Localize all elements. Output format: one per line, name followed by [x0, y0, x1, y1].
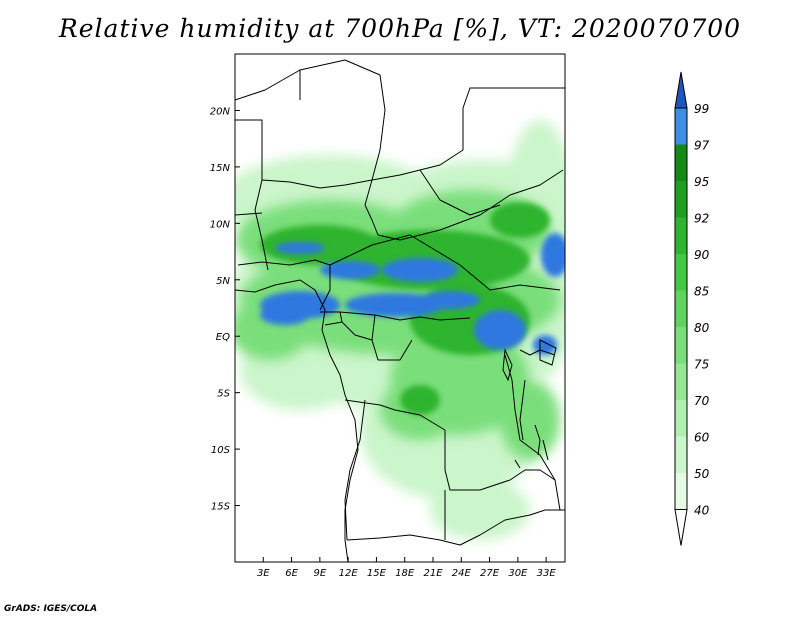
longitude-axis: 3E 6E 9E 12E 15E 18E 21E 24E 27E 30E 33E — [257, 557, 556, 579]
lakes — [502, 339, 557, 469]
grads-credit: GrADS: IGES/COLA — [4, 604, 98, 614]
lon-label: 24E — [452, 568, 472, 579]
colorbar-segment — [675, 108, 687, 145]
colorbar-segment — [675, 290, 687, 327]
lat-label: 15N — [210, 163, 231, 174]
colorbar-segment — [675, 436, 687, 473]
colorbar-segment — [675, 400, 687, 437]
lon-label: 33E — [537, 568, 557, 579]
colorbar-segment — [675, 181, 687, 218]
colorbar-label: 92 — [694, 212, 709, 226]
lon-label: 12E — [339, 568, 359, 579]
lat-label: 5N — [216, 276, 230, 287]
lon-label: 6E — [285, 568, 298, 579]
colorbar-label: 97 — [694, 139, 710, 153]
colorbar-segment — [675, 254, 687, 291]
humidity-field — [235, 120, 565, 540]
chart-title: Relative humidity at 700hPa [%], VT: 202… — [58, 14, 742, 43]
colorbar-label: 50 — [694, 467, 710, 481]
lat-label: 20N — [210, 106, 231, 117]
colorbar-label: 80 — [694, 321, 710, 335]
colorbar-label: 70 — [694, 394, 710, 408]
colorbar-label: 95 — [694, 175, 709, 189]
map-frame — [234, 53, 566, 563]
lon-label: 30E — [508, 568, 528, 579]
colorbar-label: 60 — [694, 431, 710, 445]
lat-label: 5S — [217, 389, 230, 400]
colorbar-over-triangle — [674, 71, 688, 109]
colorbar-outline — [674, 107, 688, 510]
colorbar-segment — [675, 363, 687, 400]
latitude-axis: 20N 15N 10N 5N EQ 5S 10S 15S — [210, 106, 240, 513]
colorbar-label: 99 — [694, 102, 709, 116]
lat-label: 15S — [211, 502, 231, 513]
colorbar-segment — [675, 327, 687, 364]
country-borders — [235, 59, 565, 546]
coastline — [235, 279, 359, 562]
humidity-saturated-zone — [260, 233, 565, 355]
colorbar-label: 85 — [694, 285, 709, 299]
lat-label: 10S — [211, 445, 231, 456]
lon-label: 9E — [314, 568, 327, 579]
colorbar: 40 50 60 70 75 80 85 90 92 95 97 99 — [674, 71, 710, 546]
lon-label: 21E — [423, 568, 443, 579]
colorbar-segment — [675, 217, 687, 254]
colorbar-segment — [675, 473, 687, 510]
colorbar-segment — [675, 144, 687, 181]
lon-label: 27E — [480, 568, 500, 579]
lat-label: EQ — [216, 332, 230, 343]
colorbar-label: 90 — [694, 248, 710, 262]
colorbar-label: 40 — [694, 504, 710, 518]
lat-label: 10N — [210, 219, 231, 230]
colorbar-label: 75 — [694, 358, 709, 372]
lon-label: 15E — [367, 568, 387, 579]
colorbar-under-triangle — [674, 509, 688, 546]
lon-label: 18E — [395, 568, 415, 579]
lon-label: 3E — [257, 568, 270, 579]
